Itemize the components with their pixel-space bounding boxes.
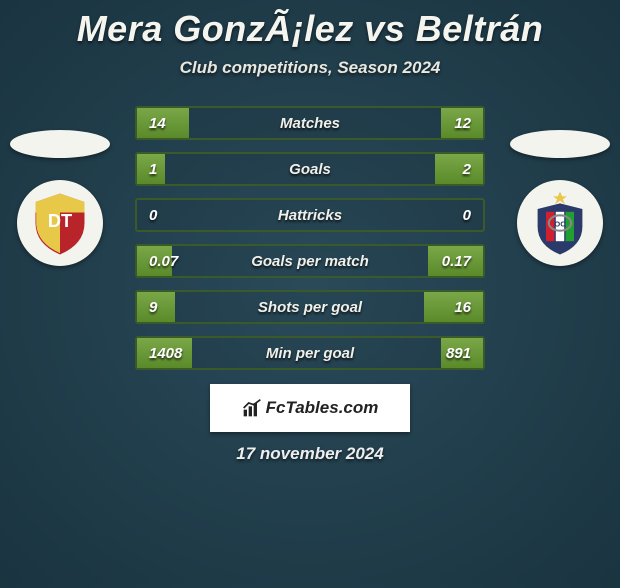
stat-value-right: 16	[423, 299, 483, 316]
stat-label: Hattricks	[197, 207, 423, 224]
stats-rows: 14Matches121Goals20Hattricks00.07Goals p…	[135, 106, 485, 370]
stat-value-left: 0.07	[137, 253, 197, 270]
date-text: 17 november 2024	[0, 444, 620, 464]
attribution-text: FcTables.com	[266, 398, 379, 418]
stat-value-left: 9	[137, 299, 197, 316]
stat-row: 1Goals2	[135, 152, 485, 186]
stat-label: Goals per match	[197, 253, 423, 270]
stat-value-right: 891	[423, 345, 483, 362]
stat-row: 9Shots per goal16	[135, 290, 485, 324]
stat-label: Matches	[197, 115, 423, 132]
stat-row: 1408Min per goal891	[135, 336, 485, 370]
stat-row: 14Matches12	[135, 106, 485, 140]
stat-value-left: 1408	[137, 345, 197, 362]
stat-row: 0Hattricks0	[135, 198, 485, 232]
attribution-box: FcTables.com	[210, 384, 410, 432]
stat-label: Shots per goal	[197, 299, 423, 316]
stat-value-left: 14	[137, 115, 197, 132]
page-title: Mera GonzÃ¡lez vs Beltrán	[0, 8, 620, 50]
chart-icon	[242, 398, 262, 418]
stat-value-left: 1	[137, 161, 197, 178]
stat-label: Min per goal	[197, 345, 423, 362]
stat-value-left: 0	[137, 207, 197, 224]
stat-row: 0.07Goals per match0.17	[135, 244, 485, 278]
stat-value-right: 12	[423, 115, 483, 132]
stat-value-right: 2	[423, 161, 483, 178]
stat-value-right: 0	[423, 207, 483, 224]
attribution-logo: FcTables.com	[242, 398, 379, 418]
subtitle: Club competitions, Season 2024	[0, 58, 620, 78]
stat-value-right: 0.17	[423, 253, 483, 270]
stats-container: 14Matches121Goals20Hattricks00.07Goals p…	[0, 106, 620, 370]
stat-label: Goals	[197, 161, 423, 178]
